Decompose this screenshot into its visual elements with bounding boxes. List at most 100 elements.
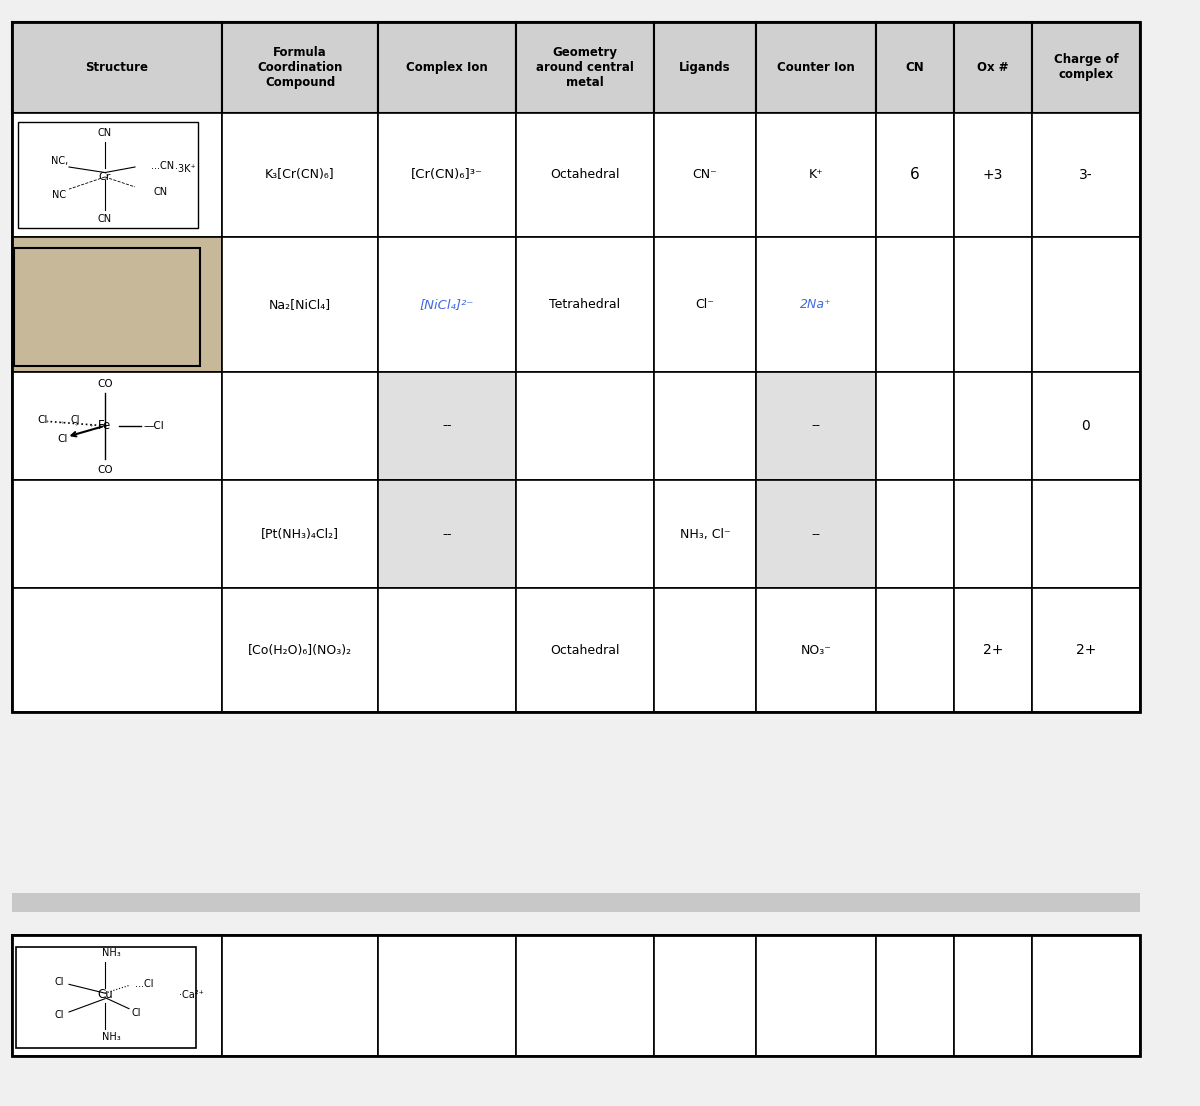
Bar: [876, 588, 954, 712]
Text: CN: CN: [154, 187, 167, 198]
Bar: [378, 22, 516, 113]
Bar: [222, 372, 378, 480]
Text: Cl: Cl: [55, 977, 64, 988]
Bar: [1032, 22, 1140, 113]
Text: Tetrahedral: Tetrahedral: [550, 298, 620, 311]
Text: Cu: Cu: [97, 988, 113, 1001]
Bar: [222, 588, 378, 712]
Bar: [222, 237, 378, 372]
Bar: [12, 588, 222, 712]
Bar: [378, 237, 516, 372]
Text: 6: 6: [910, 167, 920, 182]
Bar: [516, 22, 654, 113]
Text: NO₃⁻: NO₃⁻: [800, 644, 832, 657]
Text: CO: CO: [97, 465, 113, 476]
Bar: [378, 113, 516, 237]
Bar: [876, 372, 954, 480]
Bar: [756, 588, 876, 712]
Bar: [378, 935, 516, 1056]
Bar: [876, 22, 954, 113]
Text: Cr: Cr: [98, 171, 112, 182]
Text: [Cr(CN)₆]³⁻: [Cr(CN)₆]³⁻: [410, 168, 482, 181]
Bar: [222, 935, 378, 1056]
Text: Cl: Cl: [55, 1010, 64, 1021]
Text: Ox #: Ox #: [977, 61, 1009, 74]
Bar: [756, 372, 876, 480]
Text: Octahedral: Octahedral: [551, 168, 619, 181]
Bar: [516, 113, 654, 237]
Bar: [1032, 237, 1140, 372]
Text: Complex Ion: Complex Ion: [406, 61, 488, 74]
Bar: [954, 372, 1032, 480]
Bar: [222, 480, 378, 588]
Bar: [516, 588, 654, 712]
Text: --: --: [443, 419, 451, 432]
Bar: [222, 113, 378, 237]
Text: ...Cl: ...Cl: [134, 979, 154, 990]
Text: Fe: Fe: [98, 419, 112, 432]
Text: NC: NC: [53, 189, 66, 200]
Text: ·3K⁺: ·3K⁺: [175, 164, 196, 175]
Bar: [516, 480, 654, 588]
Bar: [876, 237, 954, 372]
Text: CN: CN: [98, 213, 112, 225]
Bar: [954, 480, 1032, 588]
Text: Formula
Coordination
Compound: Formula Coordination Compound: [257, 46, 343, 88]
Bar: [876, 935, 954, 1056]
Bar: [516, 372, 654, 480]
Bar: [756, 113, 876, 237]
Bar: [378, 480, 516, 588]
Bar: [1032, 480, 1140, 588]
Bar: [12, 893, 1140, 912]
Bar: [12, 935, 1140, 1056]
Text: +3: +3: [983, 168, 1003, 181]
Text: --: --: [811, 528, 821, 541]
Text: ...CN: ...CN: [151, 160, 174, 171]
Text: Structure: Structure: [85, 61, 149, 74]
Text: CN: CN: [98, 127, 112, 138]
Text: NC,: NC,: [50, 156, 68, 167]
Text: Charge of
complex: Charge of complex: [1054, 53, 1118, 82]
Bar: [654, 480, 756, 588]
Text: Cl: Cl: [58, 434, 68, 445]
Bar: [654, 372, 756, 480]
Text: 3-: 3-: [1079, 168, 1093, 181]
Text: K⁺: K⁺: [809, 168, 823, 181]
Bar: [1032, 935, 1140, 1056]
Bar: [654, 935, 756, 1056]
Text: Cl: Cl: [37, 415, 48, 426]
Text: —Cl: —Cl: [144, 420, 164, 431]
Text: Cl: Cl: [131, 1008, 140, 1019]
Bar: [222, 22, 378, 113]
Text: NH₃, Cl⁻: NH₃, Cl⁻: [679, 528, 731, 541]
Text: Octahedral: Octahedral: [551, 644, 619, 657]
Bar: [954, 588, 1032, 712]
Text: --: --: [811, 419, 821, 432]
Text: Na₂[NiCl₄]: Na₂[NiCl₄]: [269, 298, 331, 311]
Bar: [954, 113, 1032, 237]
Bar: [756, 935, 876, 1056]
Text: [NiCl₄]²⁻: [NiCl₄]²⁻: [420, 298, 474, 311]
Bar: [654, 113, 756, 237]
Text: Geometry
around central
metal: Geometry around central metal: [536, 46, 634, 88]
Bar: [654, 588, 756, 712]
Text: CO: CO: [97, 378, 113, 389]
Text: CN: CN: [906, 61, 924, 74]
Text: Counter Ion: Counter Ion: [778, 61, 854, 74]
Bar: [12, 935, 222, 1056]
Bar: [516, 237, 654, 372]
Bar: [756, 480, 876, 588]
Bar: [12, 480, 222, 588]
Text: [Pt(NH₃)₄Cl₂]: [Pt(NH₃)₄Cl₂]: [262, 528, 340, 541]
Text: NH₃: NH₃: [102, 948, 120, 959]
Text: 2+: 2+: [983, 644, 1003, 657]
Bar: [876, 113, 954, 237]
Text: Cl⁻: Cl⁻: [696, 298, 714, 311]
Bar: [12, 372, 222, 480]
Bar: [654, 22, 756, 113]
Text: 2+: 2+: [1076, 644, 1096, 657]
Text: Ligands: Ligands: [679, 61, 731, 74]
Text: --: --: [443, 528, 451, 541]
Bar: [12, 237, 222, 372]
Text: 2Na⁺: 2Na⁺: [800, 298, 832, 311]
